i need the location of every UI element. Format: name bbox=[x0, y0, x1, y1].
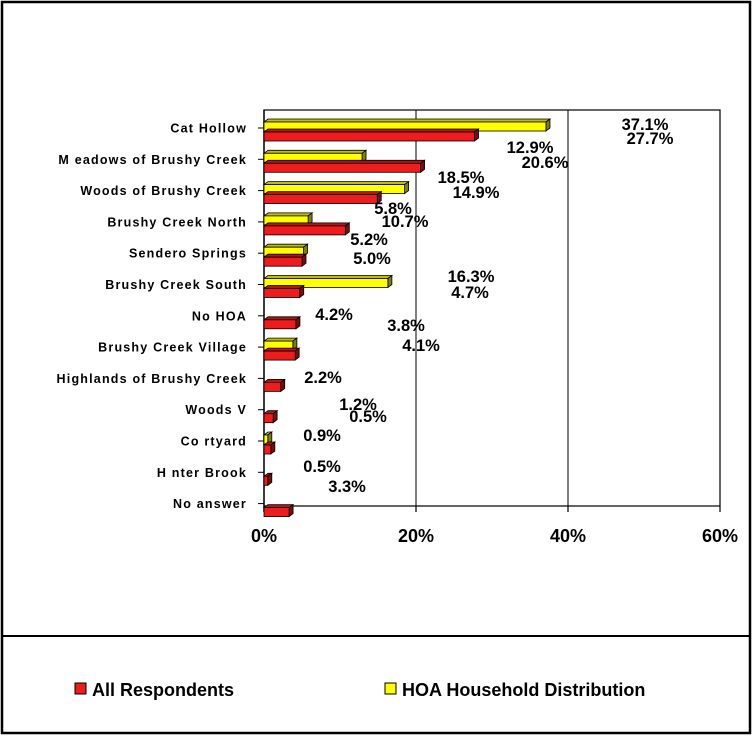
value-label-hoa: 18.5% bbox=[438, 169, 485, 187]
bar-top-face bbox=[262, 347, 301, 352]
bar-front-face bbox=[263, 131, 475, 142]
value-label-hoa: 5.2% bbox=[350, 231, 388, 249]
bar-front-face bbox=[263, 413, 274, 424]
category-label: Cat Hollow bbox=[170, 122, 247, 136]
category-label: H nter Brook bbox=[157, 466, 247, 480]
bar-top-face bbox=[262, 181, 410, 186]
bar-front-face bbox=[263, 278, 389, 288]
legend-swatch bbox=[74, 682, 87, 695]
bar-front-face bbox=[263, 319, 297, 330]
bar-all-respondents bbox=[262, 159, 426, 174]
bar-front-face bbox=[263, 350, 296, 361]
category-label: Brushy Creek South bbox=[105, 278, 247, 292]
category-label: Woods of Brushy Creek bbox=[80, 184, 247, 198]
bar-top-face bbox=[262, 159, 426, 164]
value-label-hoa: 3.8% bbox=[387, 317, 425, 335]
category-label: Co rtyard bbox=[181, 435, 247, 449]
bar-top-face bbox=[262, 253, 308, 258]
bar-top-face bbox=[262, 243, 309, 248]
legend-label: All Respondents bbox=[92, 680, 234, 700]
bar-all-respondents bbox=[262, 409, 279, 424]
bar-front-face bbox=[263, 444, 272, 455]
value-label-all: 4.7% bbox=[451, 284, 489, 302]
legend-swatch bbox=[384, 682, 397, 695]
bar-front-face bbox=[263, 381, 282, 392]
category-label: Brushy Creek Village bbox=[98, 341, 247, 355]
value-label-all: 0.9% bbox=[303, 427, 341, 445]
bar-top-face bbox=[262, 222, 351, 227]
bar-top-face bbox=[262, 128, 480, 133]
bar-front-face bbox=[263, 194, 378, 205]
bar-all-respondents bbox=[262, 503, 295, 518]
category-label: M eadows of Brushy Creek bbox=[58, 153, 247, 167]
bar-top-face bbox=[262, 316, 302, 321]
bar-hoa-distribution bbox=[262, 431, 273, 445]
bar-front-face bbox=[263, 475, 269, 486]
category-label: No answer bbox=[173, 497, 247, 511]
bar-all-respondents bbox=[262, 284, 305, 299]
bar-top-face bbox=[262, 337, 299, 342]
bar-hoa-distribution bbox=[262, 274, 394, 289]
bar-top-face bbox=[262, 504, 295, 509]
value-label-all: 4.1% bbox=[402, 337, 440, 355]
bar-top-face bbox=[262, 212, 314, 217]
legend: All Respondents HOA Household Distributio… bbox=[74, 680, 645, 700]
category-label: Woods V bbox=[185, 403, 247, 417]
x-tick-label: 60% bbox=[702, 526, 738, 546]
bar-hoa-distribution bbox=[262, 149, 368, 164]
bar-all-respondents bbox=[262, 378, 286, 393]
bar-top-face bbox=[262, 191, 383, 196]
bar-all-respondents bbox=[262, 315, 302, 330]
bar-all-respondents bbox=[262, 222, 351, 236]
bar-all-respondents bbox=[262, 472, 273, 487]
legend-label: HOA Household Distribution bbox=[402, 680, 645, 700]
value-label-hoa: 5.8% bbox=[374, 200, 412, 218]
bar-all-respondents bbox=[262, 347, 301, 361]
bar-all-respondents bbox=[262, 128, 480, 142]
value-label-hoa: 0.5% bbox=[349, 408, 387, 426]
bar-top-face bbox=[262, 149, 368, 154]
value-label-all: 4.2% bbox=[315, 306, 353, 324]
category-label: Highlands of Brushy Creek bbox=[57, 372, 247, 386]
bar-all-respondents bbox=[262, 253, 308, 268]
x-tick-label: 40% bbox=[550, 526, 586, 546]
value-label-hoa: 37.1% bbox=[622, 116, 669, 134]
value-label-all: 2.2% bbox=[304, 369, 342, 387]
bar-top-face bbox=[262, 275, 394, 279]
bar-top-face bbox=[262, 285, 305, 289]
x-tick-label: 0% bbox=[251, 526, 277, 546]
bar-front-face bbox=[263, 162, 421, 173]
category-label: Sendero Springs bbox=[129, 247, 247, 261]
bar-front-face bbox=[263, 256, 303, 267]
value-label-all: 5.0% bbox=[353, 250, 391, 268]
bar-front-face bbox=[263, 225, 346, 236]
value-label-all: 0.5% bbox=[303, 458, 341, 476]
category-label: No HOA bbox=[192, 309, 247, 323]
plot-area: 0% 20% 40% 60% Cat Hollow M eadows of Brushy … bbox=[57, 109, 738, 546]
value-label-all: 3.3% bbox=[328, 478, 366, 496]
x-tick-label: 20% bbox=[398, 526, 434, 546]
value-label-all: 14.9% bbox=[453, 184, 500, 202]
bar-front-face bbox=[263, 507, 290, 518]
value-label-all: 20.6% bbox=[522, 154, 569, 172]
bar-hoa-distribution bbox=[262, 337, 299, 351]
value-label-all: 1.2% bbox=[339, 396, 377, 414]
bar-top-face bbox=[262, 118, 552, 123]
value-label-all: 27.7% bbox=[627, 130, 674, 148]
value-label-all: 10.7% bbox=[382, 213, 429, 231]
bar-all-respondents bbox=[262, 441, 277, 455]
value-label-hoa: 16.3% bbox=[448, 268, 495, 286]
bar-front-face bbox=[263, 288, 301, 298]
value-label-hoa: 12.9% bbox=[507, 139, 554, 157]
category-label: Brushy Creek North bbox=[107, 215, 247, 229]
bar-all-respondents bbox=[262, 190, 383, 205]
